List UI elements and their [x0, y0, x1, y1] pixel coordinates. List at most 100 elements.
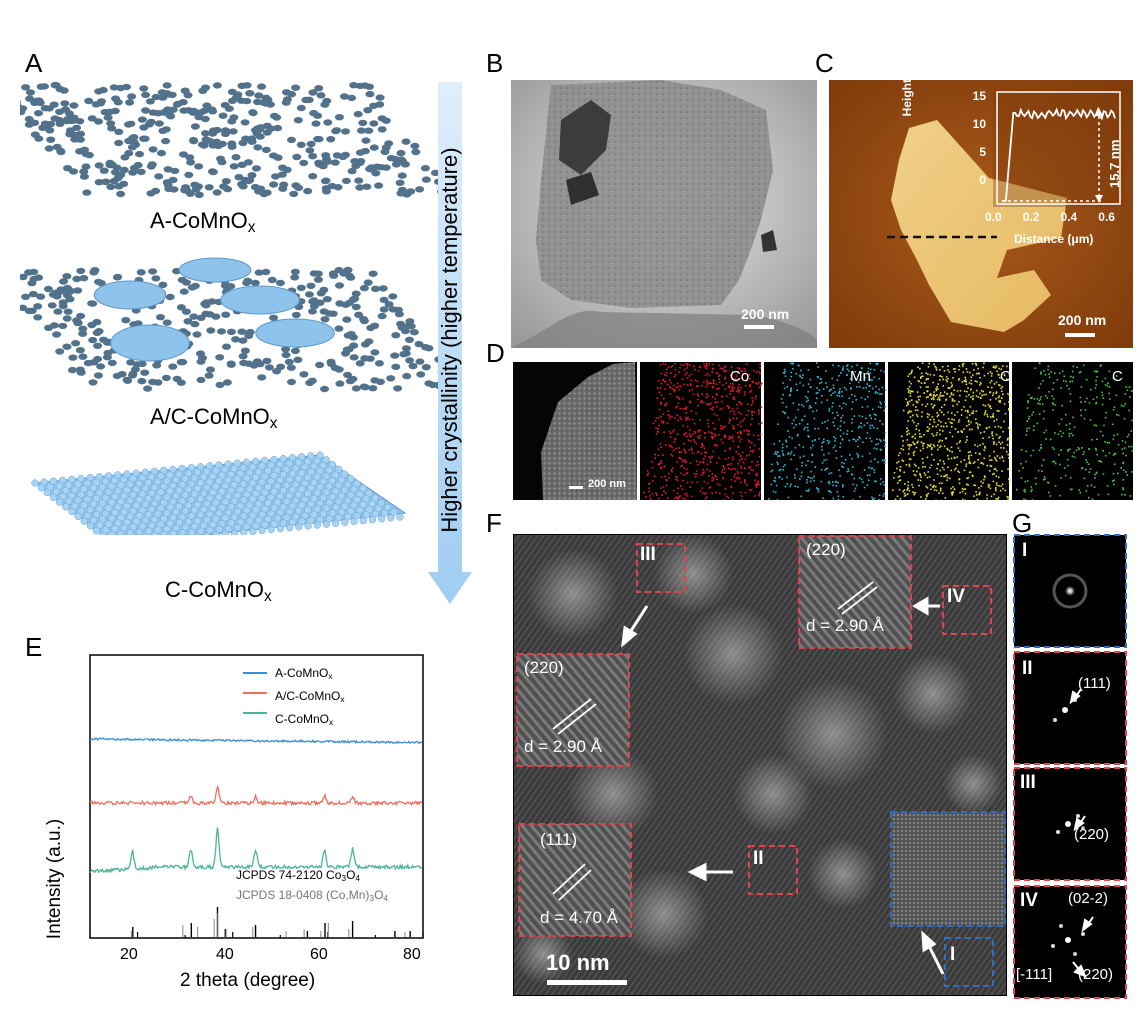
eds-pixel — [738, 389, 741, 391]
eds-pixel — [822, 497, 824, 499]
eds-pixel — [659, 387, 662, 389]
eds-pixel — [793, 419, 795, 421]
eds-pixel — [653, 475, 656, 477]
eds-pixel — [659, 466, 662, 469]
eds-pixel — [928, 362, 930, 365]
eds-pixel — [907, 453, 910, 455]
atom — [179, 151, 188, 158]
eds-pixel — [733, 398, 736, 401]
atom — [355, 360, 365, 367]
sheet-atom — [163, 477, 171, 485]
eds-pixel — [983, 431, 986, 433]
atom — [212, 126, 222, 134]
sheet-atom — [77, 474, 85, 483]
eds-pixel — [837, 481, 839, 484]
atom — [308, 173, 318, 180]
eds-pixel — [718, 457, 720, 459]
atom — [390, 352, 400, 359]
eds-pixel — [1072, 434, 1074, 437]
eds-pixel — [921, 375, 924, 377]
sheet-atom — [230, 465, 238, 473]
eds-pixel — [919, 433, 921, 435]
eds-pixel — [1111, 423, 1114, 426]
eds-pixel — [970, 421, 972, 424]
atom — [335, 282, 344, 289]
eds-pixel — [842, 368, 844, 370]
atom — [311, 120, 321, 127]
eds-pixel — [826, 439, 829, 442]
atom — [81, 150, 91, 158]
eds-pixel — [811, 461, 813, 463]
eds-pixel — [758, 371, 760, 373]
eds-pixel — [721, 427, 724, 430]
eds-pixel — [750, 404, 753, 406]
eds-pixel — [752, 449, 755, 452]
sheet-atom — [86, 522, 95, 530]
eds-pixel — [936, 386, 938, 388]
eds-pixel — [1108, 392, 1110, 395]
eds-pixel — [994, 456, 996, 459]
eds-pixel — [668, 430, 671, 433]
eds-pixel — [793, 426, 795, 429]
eds-pixel — [754, 495, 756, 497]
atom — [40, 120, 50, 127]
eds-pixel — [740, 438, 743, 441]
eds-pixel — [825, 370, 827, 372]
eds-pixel — [937, 388, 939, 390]
eds-pixel — [1033, 425, 1035, 427]
atom — [20, 276, 21, 280]
eds-pixel — [741, 451, 744, 454]
eds-pixel — [757, 381, 760, 384]
atom — [277, 171, 287, 178]
sheet-atom — [172, 508, 180, 516]
eds-pixel — [832, 481, 834, 483]
eds-pixel — [1125, 386, 1127, 388]
eds-pixel — [1083, 451, 1085, 453]
eds-pixel — [671, 430, 674, 433]
eds-pixel — [835, 457, 838, 459]
eds-pixel — [709, 470, 711, 472]
eds-pixel — [1064, 467, 1066, 469]
eds-pixel — [899, 469, 902, 472]
eds-pixel — [869, 378, 872, 381]
atom — [143, 385, 153, 392]
eds-pixel — [939, 429, 941, 431]
eds-pixel — [730, 468, 732, 471]
eds-pixel — [875, 448, 878, 450]
bright-grain — [683, 604, 783, 704]
sheet-atom — [186, 534, 191, 535]
eds-pixel — [1117, 414, 1120, 417]
sheet-atom — [200, 489, 208, 497]
eds-pixel — [873, 468, 875, 471]
sheet-atom — [114, 487, 122, 495]
sheet-atom — [114, 471, 122, 479]
eds-pixel — [958, 482, 961, 485]
eds-pixel — [650, 498, 652, 500]
eds-pixel — [724, 434, 727, 437]
eds-pixel — [782, 411, 784, 413]
atom — [266, 125, 276, 132]
eds-pixel — [907, 375, 909, 378]
eds-pixel — [926, 426, 929, 428]
eds-pixel — [879, 438, 881, 441]
atom — [177, 276, 187, 284]
eds-pixel — [873, 376, 875, 378]
eds-pixel — [913, 376, 916, 378]
eds-pixel — [878, 499, 880, 500]
eds-pixel — [1042, 417, 1045, 420]
fft-iv-plane-3: (220) — [1078, 966, 1114, 983]
atom — [90, 267, 100, 274]
sheet-atom — [126, 529, 134, 535]
eds-pixel — [1132, 390, 1133, 392]
eds-pixel — [961, 363, 964, 366]
eds-pixel — [1062, 380, 1065, 382]
sheet-atom — [92, 478, 100, 486]
atom — [33, 303, 43, 310]
atom — [349, 354, 359, 361]
eds-pixel — [659, 442, 662, 445]
eds-pixel — [1031, 413, 1033, 416]
eds-pixel — [1123, 417, 1126, 420]
eds-pixel — [746, 379, 748, 381]
eds-pixel — [796, 468, 798, 471]
eds-pixel — [750, 468, 752, 471]
